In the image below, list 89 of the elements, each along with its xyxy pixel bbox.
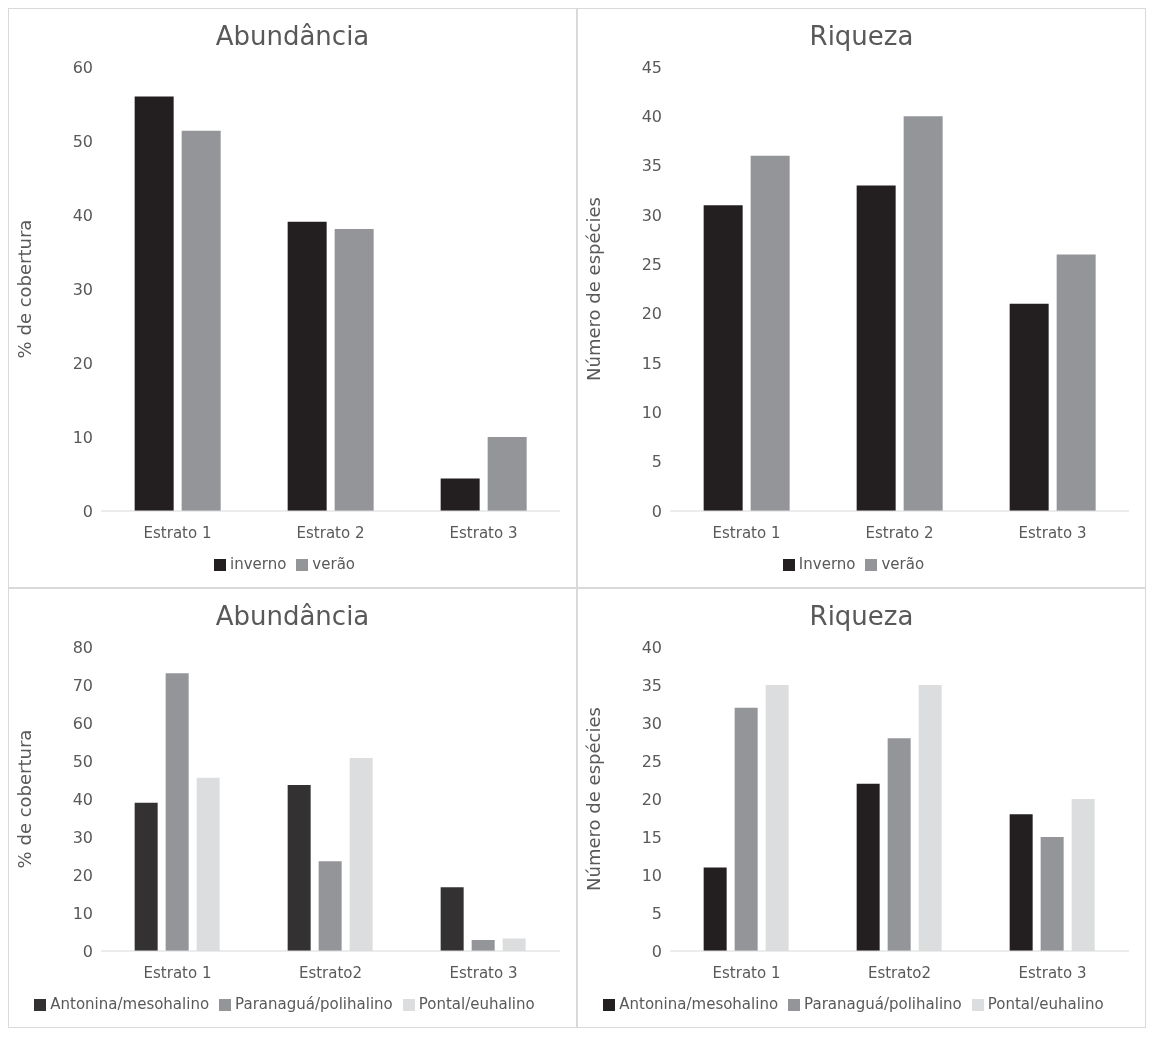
bar	[1009, 303, 1049, 511]
x-tick-label: Estrato2	[867, 963, 932, 982]
x-tick-label: Estrato 1	[712, 963, 781, 982]
y-tick-label: 0	[651, 941, 662, 961]
bar	[487, 437, 527, 511]
y-tick-label: 40	[72, 205, 93, 225]
y-tick-label: 20	[72, 353, 93, 373]
y-tick-label: 5	[651, 903, 662, 923]
y-tick-label: 60	[72, 713, 93, 733]
bar	[750, 155, 790, 511]
bar	[181, 130, 221, 511]
legend-label: Pontal/euhalino	[418, 995, 535, 1013]
x-tick-label: Estrato 3	[1018, 523, 1087, 542]
y-tick-label: 50	[72, 751, 93, 771]
y-tick-label: 10	[72, 427, 93, 447]
y-tick-label: 20	[641, 789, 662, 809]
bar	[134, 96, 174, 511]
y-tick-label: 0	[651, 501, 662, 521]
legend-label: verão	[312, 555, 356, 573]
x-tick-label: Estrato 1	[712, 523, 781, 542]
bar	[1056, 254, 1096, 511]
x-tick-label: Estrato 3	[449, 963, 518, 982]
bar	[287, 221, 327, 511]
legend-label: Paranaguá/polihalino	[804, 995, 962, 1013]
y-tick-label: 40	[641, 107, 662, 127]
chart-title: Abundância	[214, 21, 371, 53]
y-tick-label: 45	[641, 57, 662, 77]
y-tick-label: 40	[72, 789, 93, 809]
y-tick-label: 25	[641, 255, 662, 275]
bar	[334, 229, 374, 511]
bar	[471, 939, 495, 951]
bar	[134, 802, 158, 951]
y-tick-label: 20	[641, 304, 662, 324]
y-tick-label: 15	[641, 353, 662, 373]
y-tick-label: 5	[651, 452, 662, 472]
bar	[856, 185, 896, 511]
bar	[165, 673, 189, 951]
x-tick-label: Estrato 1	[143, 523, 212, 542]
bar	[440, 887, 464, 951]
y-tick-label: 40	[641, 637, 662, 657]
legend-label: Pontal/euhalino	[987, 995, 1104, 1013]
y-tick-label: 10	[72, 903, 93, 923]
bar	[734, 707, 758, 951]
y-tick-label: 70	[72, 675, 93, 695]
y-tick-label: 35	[641, 675, 662, 695]
bar	[856, 783, 880, 951]
y-tick-label: 30	[641, 205, 662, 225]
bar	[903, 116, 943, 511]
bar	[887, 738, 911, 951]
y-tick-label: 15	[641, 827, 662, 847]
y-tick-label: 30	[72, 827, 93, 847]
y-tick-label: 10	[641, 403, 662, 423]
bar	[318, 861, 342, 951]
y-axis-title: Número de espécies	[583, 707, 605, 891]
y-tick-label: 10	[641, 865, 662, 885]
bar	[287, 784, 311, 951]
chart-title: Riqueza	[808, 601, 915, 633]
legend-label: Antonina/mesohalino	[50, 995, 210, 1013]
x-tick-label: Estrato 3	[449, 523, 518, 542]
y-tick-label: 80	[72, 637, 93, 657]
x-tick-label: Estrato2	[298, 963, 363, 982]
y-axis-title: % de cobertura	[14, 219, 36, 359]
y-tick-label: 0	[82, 941, 93, 961]
legend-label: inverno	[229, 555, 287, 573]
x-tick-label: Estrato 2	[296, 523, 365, 542]
bar	[703, 867, 727, 951]
legend-label: Antonina/mesohalino	[619, 995, 779, 1013]
chart-title: Abundância	[214, 601, 371, 633]
x-tick-label: Estrato 2	[865, 523, 934, 542]
legend-label: Inverno	[798, 555, 856, 573]
y-tick-label: 25	[641, 751, 662, 771]
bar	[1009, 814, 1033, 951]
legend-label: verão	[881, 555, 925, 573]
y-tick-label: 30	[641, 713, 662, 733]
bar	[703, 205, 743, 511]
y-axis-title: Número de espécies	[583, 197, 605, 381]
x-tick-label: Estrato 3	[1018, 963, 1087, 982]
bar	[440, 478, 480, 511]
legend-label: Paranaguá/polihalino	[235, 995, 393, 1013]
y-tick-label: 50	[72, 131, 93, 151]
x-tick-label: Estrato 1	[143, 963, 212, 982]
chart-title: Riqueza	[808, 21, 915, 53]
bar	[1040, 837, 1064, 951]
y-tick-label: 20	[72, 865, 93, 885]
y-tick-label: 60	[72, 57, 93, 77]
y-tick-label: 35	[641, 156, 662, 176]
y-axis-title: % de cobertura	[14, 729, 36, 869]
y-tick-label: 0	[82, 501, 93, 521]
y-tick-label: 30	[72, 279, 93, 299]
